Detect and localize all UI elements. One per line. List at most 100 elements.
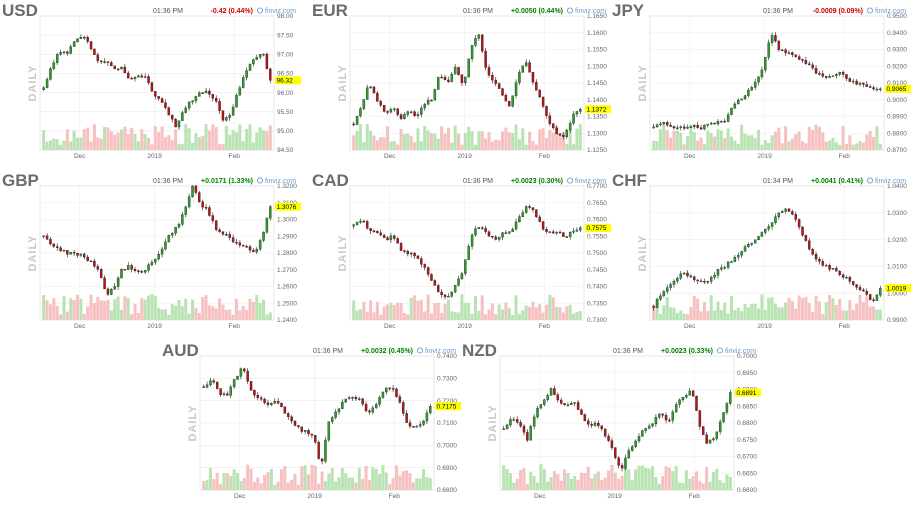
volume-bar	[838, 144, 842, 150]
candle	[502, 428, 505, 430]
candle	[848, 78, 852, 82]
candle	[474, 228, 477, 236]
volume-bar	[55, 139, 59, 150]
candle	[245, 70, 248, 78]
volume-bar	[811, 130, 815, 150]
volume-bar	[405, 470, 409, 490]
volume-bar	[364, 466, 368, 490]
volume-bar	[293, 473, 297, 490]
volume-bar	[559, 480, 563, 490]
volume-bar	[534, 144, 538, 150]
volume-bar	[440, 312, 444, 320]
volume-bar	[733, 140, 737, 150]
volume-bar	[652, 140, 656, 150]
y-tick-label: 0.7650	[587, 200, 607, 207]
volume-bar	[828, 294, 832, 320]
volume-bar	[504, 127, 508, 150]
candle	[509, 419, 512, 426]
candle	[875, 88, 879, 91]
volume-bar	[844, 143, 849, 150]
volume-bar	[733, 310, 737, 320]
volume-bar	[722, 482, 726, 490]
volume-bar	[204, 295, 208, 320]
candle	[212, 380, 216, 383]
y-tick-label: 1.0300	[887, 210, 907, 217]
volume-bar	[568, 129, 572, 150]
volume-bar	[507, 132, 511, 150]
y-tick-label: 95.00	[277, 128, 294, 135]
volume-bar	[418, 478, 422, 490]
candle	[164, 102, 167, 108]
volume-bar	[463, 133, 467, 150]
volume-bar	[855, 303, 859, 320]
volume-bar	[248, 124, 252, 150]
candle	[420, 107, 423, 115]
candle	[420, 258, 423, 265]
candle	[872, 299, 875, 301]
volume-bar	[362, 301, 366, 320]
volume-bar	[109, 310, 113, 320]
candle	[634, 440, 637, 447]
volume-bar	[679, 310, 683, 320]
candle	[116, 277, 120, 287]
volume-bar	[575, 128, 579, 150]
candle	[253, 390, 256, 396]
candle	[62, 51, 66, 53]
volume-bar	[851, 309, 855, 320]
candle	[518, 71, 521, 83]
candle	[740, 251, 743, 256]
candle	[59, 247, 62, 252]
candle	[406, 251, 410, 255]
volume-bar	[187, 128, 191, 150]
volume-bar	[99, 138, 103, 150]
candle	[83, 37, 86, 39]
volume-bar	[231, 314, 235, 320]
change-label: +0.0041 (0.41%)	[811, 178, 863, 185]
candle	[181, 214, 184, 225]
volume-bar	[569, 479, 573, 490]
volume-bar	[234, 132, 239, 150]
volume-bar	[828, 140, 832, 150]
volume-bar	[211, 306, 215, 320]
candle	[45, 79, 49, 88]
candle	[512, 419, 516, 421]
candle	[269, 206, 272, 219]
candle	[579, 227, 582, 231]
candle	[49, 239, 52, 245]
candle	[201, 92, 204, 94]
change-label: +0.0032 (0.45%)	[361, 348, 413, 355]
volume-bar	[834, 305, 838, 320]
period-label: DAILY	[337, 65, 349, 102]
candle	[668, 419, 671, 422]
volume-bar	[844, 310, 849, 320]
candle	[297, 425, 300, 428]
candle	[662, 291, 666, 297]
volume-bar	[729, 295, 734, 320]
quote-time: 01:34 PM	[763, 178, 793, 185]
volume-bar	[450, 142, 454, 150]
candle	[229, 386, 232, 396]
volume-bar	[303, 465, 307, 490]
candle	[686, 127, 689, 129]
candle	[568, 123, 572, 131]
candle	[705, 434, 708, 444]
last-price-marker	[275, 76, 301, 85]
last-price-marker	[735, 388, 761, 397]
volume-bar	[607, 470, 611, 490]
candle	[508, 100, 511, 107]
brand-label: finviz.com	[265, 8, 296, 15]
candle	[403, 114, 406, 119]
y-tick-label: 1.0100	[887, 264, 907, 271]
volume-bar	[548, 294, 552, 320]
volume-bar	[350, 477, 355, 490]
candle	[848, 277, 852, 282]
candle	[818, 258, 821, 262]
chart-panel-cad: CAD 01:36 PM +0.0023 (0.30%) finviz.com DAIL…	[310, 170, 611, 330]
candle	[558, 231, 562, 234]
candle	[218, 101, 221, 111]
volume-bar	[276, 481, 280, 490]
candle	[167, 235, 171, 242]
volume-bar	[401, 471, 405, 490]
candle	[699, 127, 703, 130]
volume-bar	[573, 475, 577, 490]
